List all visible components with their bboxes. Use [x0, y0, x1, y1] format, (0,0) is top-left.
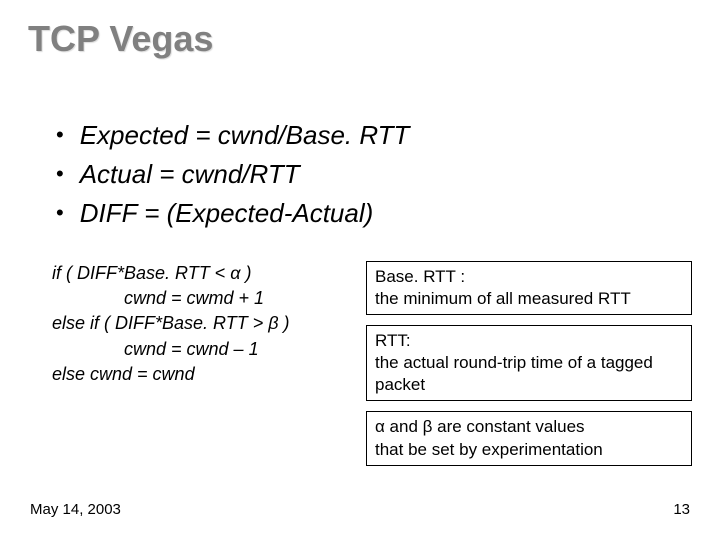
content-columns: if ( DIFF*Base. RTT < α ) cwnd = cwmd + … — [28, 261, 692, 466]
code-line: else cwnd = cwnd — [52, 362, 348, 387]
bullet-dot: • — [56, 155, 64, 192]
bullet-list: • Expected = cwnd/Base. RTT • Actual = c… — [56, 116, 692, 233]
note-body: the actual round-trip time of a tagged p… — [375, 352, 683, 396]
note-line: that be set by experimentation — [375, 439, 683, 461]
note-head: RTT: — [375, 330, 683, 352]
bullet-text: Actual = cwnd/RTT — [80, 155, 300, 194]
code-line: cwnd = cwnd – 1 — [52, 337, 348, 362]
bullet-item: • Actual = cwnd/RTT — [56, 155, 692, 194]
note-box-basertt: Base. RTT : the minimum of all measured … — [366, 261, 692, 315]
pseudocode-block: if ( DIFF*Base. RTT < α ) cwnd = cwmd + … — [28, 261, 348, 387]
footer-page-number: 13 — [673, 501, 690, 518]
bullet-dot: • — [56, 116, 64, 153]
slide-title: TCP Vegas — [28, 18, 692, 60]
notes-column: Base. RTT : the minimum of all measured … — [366, 261, 692, 466]
bullet-item: • Expected = cwnd/Base. RTT — [56, 116, 692, 155]
note-box-alphabeta: α and β are constant values that be set … — [366, 411, 692, 465]
footer-date: May 14, 2003 — [30, 501, 121, 518]
bullet-item: • DIFF = (Expected-Actual) — [56, 194, 692, 233]
bullet-text: DIFF = (Expected-Actual) — [80, 194, 374, 233]
bullet-text: Expected = cwnd/Base. RTT — [80, 116, 410, 155]
note-line: α and β are constant values — [375, 416, 683, 438]
note-box-rtt: RTT: the actual round-trip time of a tag… — [366, 325, 692, 401]
note-head: Base. RTT : — [375, 266, 683, 288]
code-line: if ( DIFF*Base. RTT < α ) — [52, 261, 348, 286]
slide-footer: May 14, 2003 13 — [30, 501, 690, 518]
code-line: cwnd = cwmd + 1 — [52, 286, 348, 311]
note-body: the minimum of all measured RTT — [375, 288, 683, 310]
code-line: else if ( DIFF*Base. RTT > β ) — [52, 311, 348, 336]
bullet-dot: • — [56, 194, 64, 231]
